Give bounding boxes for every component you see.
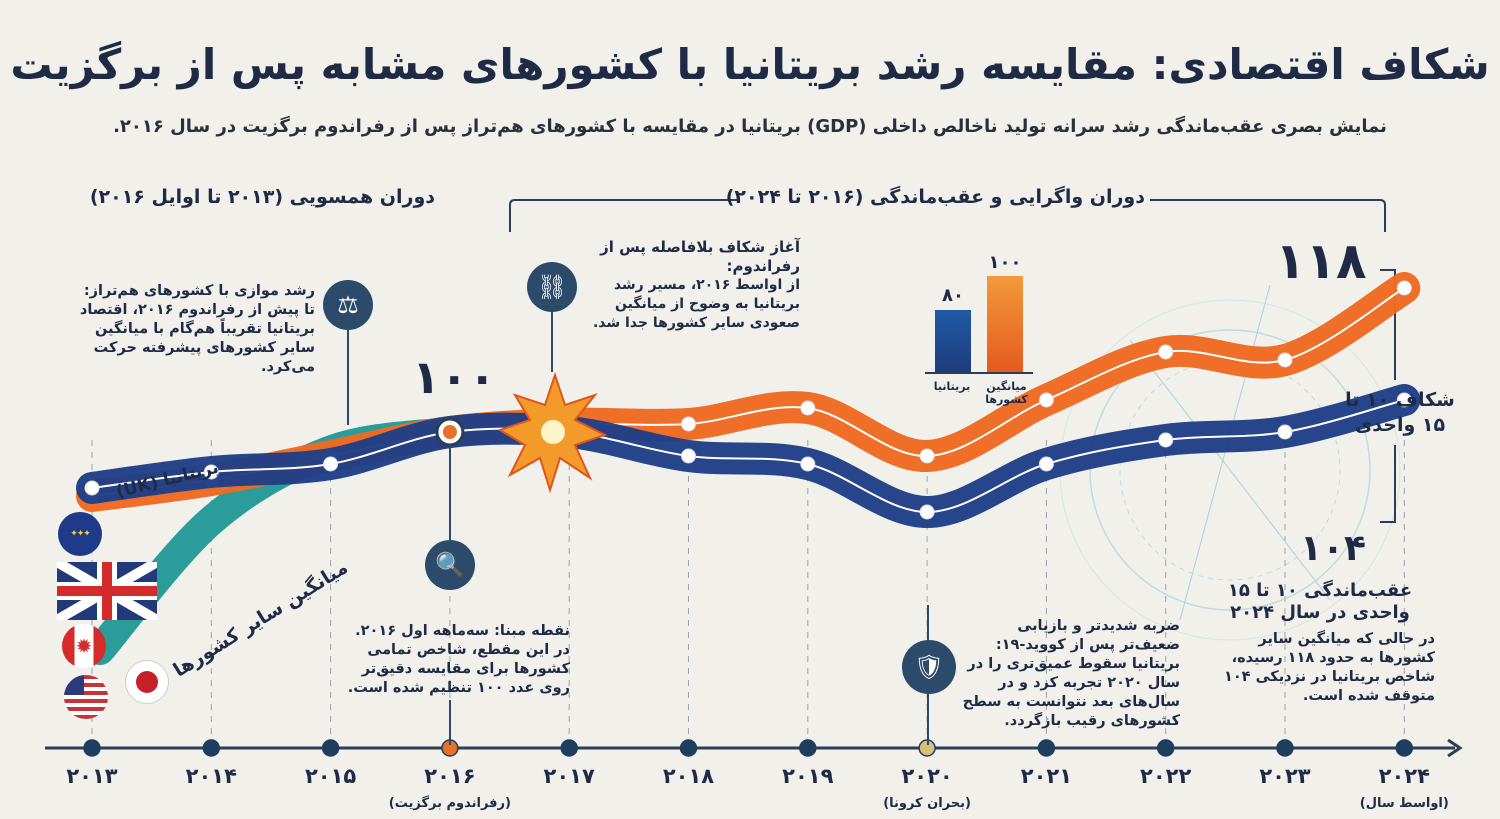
timeline-node [321,739,340,757]
timeline-arrow-icon [1447,738,1463,758]
annotation-gap-start: آغاز شکاف بلافاصله پس از رفراندوم: از او… [585,238,800,333]
data-point [919,504,935,520]
annotation-covid: ضربه شدیدتر و بازیابی ضعیف‌تر پس از کووی… [960,617,1180,731]
period-convergence-heading: دوران همسویی (۲۰۱۳ تا اوایل ۲۰۱۶) [89,186,435,208]
bar-value-label: ۸۰ [942,285,964,306]
data-point [1158,432,1174,448]
year-sub-label: (بحران کرونا) [883,796,971,811]
annotation-lag: عقب‌ماندگی ۱۰ تا ۱۵ واحدی در سال ۲۰۲۴ در… [1205,580,1435,706]
timeline-node [1156,739,1175,757]
explosion-icon [497,371,608,494]
annotation-title: آغاز شکاف بلافاصله پس از رفراندوم: [600,238,800,275]
data-point [681,416,696,432]
annotation-parallel: رشد موازی با کشورهای هم‌تراز: تا پیش از … [60,282,315,377]
year-label: ۲۰۱۸ [662,764,715,788]
year-label: ۲۰۲۴ [1378,764,1430,788]
uk-flag-icon [57,562,157,620]
annotation-body: در این مقطع، شاخص تمامی کشورها برای مقای… [347,642,570,696]
year-label: ۲۰۱۵ [304,764,357,788]
timeline-node [560,739,578,757]
timeline-node [1276,739,1294,757]
bracket-divergence [509,199,1386,232]
data-point [800,456,816,472]
usa-flag-icon [64,675,108,719]
year-label: ۲۰۲۳ [1259,764,1311,788]
timeline-node [1037,739,1056,757]
cracked-shield-icon: 🛡 [902,640,956,694]
scales-icon: ⚖ [323,280,373,330]
data-point [1158,344,1174,360]
year-label: ۲۰۱۶ [424,764,476,788]
data-point [1396,392,1412,408]
data-point [681,448,696,464]
timeline-node [1395,739,1414,757]
gap-label: شکاف ۱۰ تا ۱۵ واحدی [1345,389,1455,436]
japan-flag-icon [125,660,169,704]
year-label: ۲۰۲۱ [1020,764,1073,788]
annotation-body: تا پیش از رفراندوم ۲۰۱۶، اقتصاد بریتانیا… [79,302,315,375]
annotation-body: در حالی که میانگین سایر کشورها به حدود ۱… [1223,631,1435,704]
year-label: ۲۰۱۴ [185,764,237,788]
baseline-marker-core [442,425,457,439]
annotation-baseline: نقطه مبنا: سه‌ماهه اول ۲۰۱۶. در این مقطع… [345,622,570,698]
timeline-node [799,739,817,757]
annotation-title: رشد موازی با کشورهای هم‌تراز: [83,283,315,299]
year-label: ۲۰۲۲ [1140,764,1192,788]
bar-category-label: میانگین کشورها [985,380,1028,406]
year-sub-label: (اواسط سال) [1359,796,1449,811]
broken-chain-icon: ⛓ [527,262,577,312]
year-label: ۲۰۲۰ [901,764,953,788]
timeline-node [202,739,221,757]
others-end-value-label: ۱۱۸ [1275,232,1367,290]
year-label: ۲۰۱۷ [543,764,595,788]
eu-flag-icon: ✦✦✦ [58,512,102,556]
data-point [84,480,100,496]
data-point [1038,392,1054,408]
page-subtitle: نمایش بصری عقب‌ماندگی رشد سرانه تولید نا… [113,116,1387,137]
year-label: ۲۰۱۹ [782,764,834,788]
bar-uk [935,310,971,372]
timeline-node [679,739,698,757]
page-title: شکاف اقتصادی: مقایسه رشد بریتانیا با کشو… [10,40,1490,89]
year-label: ۲۰۱۳ [66,764,118,788]
inset-bar-chart: ۸۰ ۱۰۰ بریتانیا میانگین کشورها [925,250,1035,415]
annotation-title: ضربه شدیدتر و بازیابی ضعیف‌تر پس از کووی… [995,618,1180,653]
magnifier-icon: 🔍 [425,540,475,590]
data-point [919,448,935,464]
year-sub-label: (رفراندوم برگزیت) [388,796,511,811]
annotation-body: بریتانیا سقوط عمیق‌تری را در سال ۲۰۲۰ تج… [962,656,1180,729]
bar-category-label: بریتانیا [933,380,971,393]
annotation-body: از اواسط ۲۰۱۶، مسیر رشد بریتانیا به وضوح… [592,277,800,331]
canada-flag-icon: ✹ [62,624,106,668]
period-divergence-heading: دوران واگرایی و عقب‌ماندگی (۲۰۱۶ تا ۲۰۲۴… [725,186,1145,208]
bar-others [987,276,1023,372]
data-point [1277,424,1293,440]
data-point [1277,352,1293,368]
timeline-node [83,739,101,757]
annotation-title: نقطه مبنا: سه‌ماهه اول ۲۰۱۶. [355,623,570,639]
data-point [203,464,219,480]
uk-end-value-label: ۱۰۴ [1300,528,1366,569]
annotation-title: عقب‌ماندگی ۱۰ تا ۱۵ واحدی در سال ۲۰۲۴ [1227,580,1413,623]
baseline-value-label: ۱۰۰ [412,350,497,404]
bar-value-label: ۱۰۰ [988,252,1022,273]
data-point [1038,456,1054,472]
data-point [323,456,339,472]
data-point [1396,280,1412,296]
gap-bracket [1380,269,1396,523]
data-point [800,400,816,416]
